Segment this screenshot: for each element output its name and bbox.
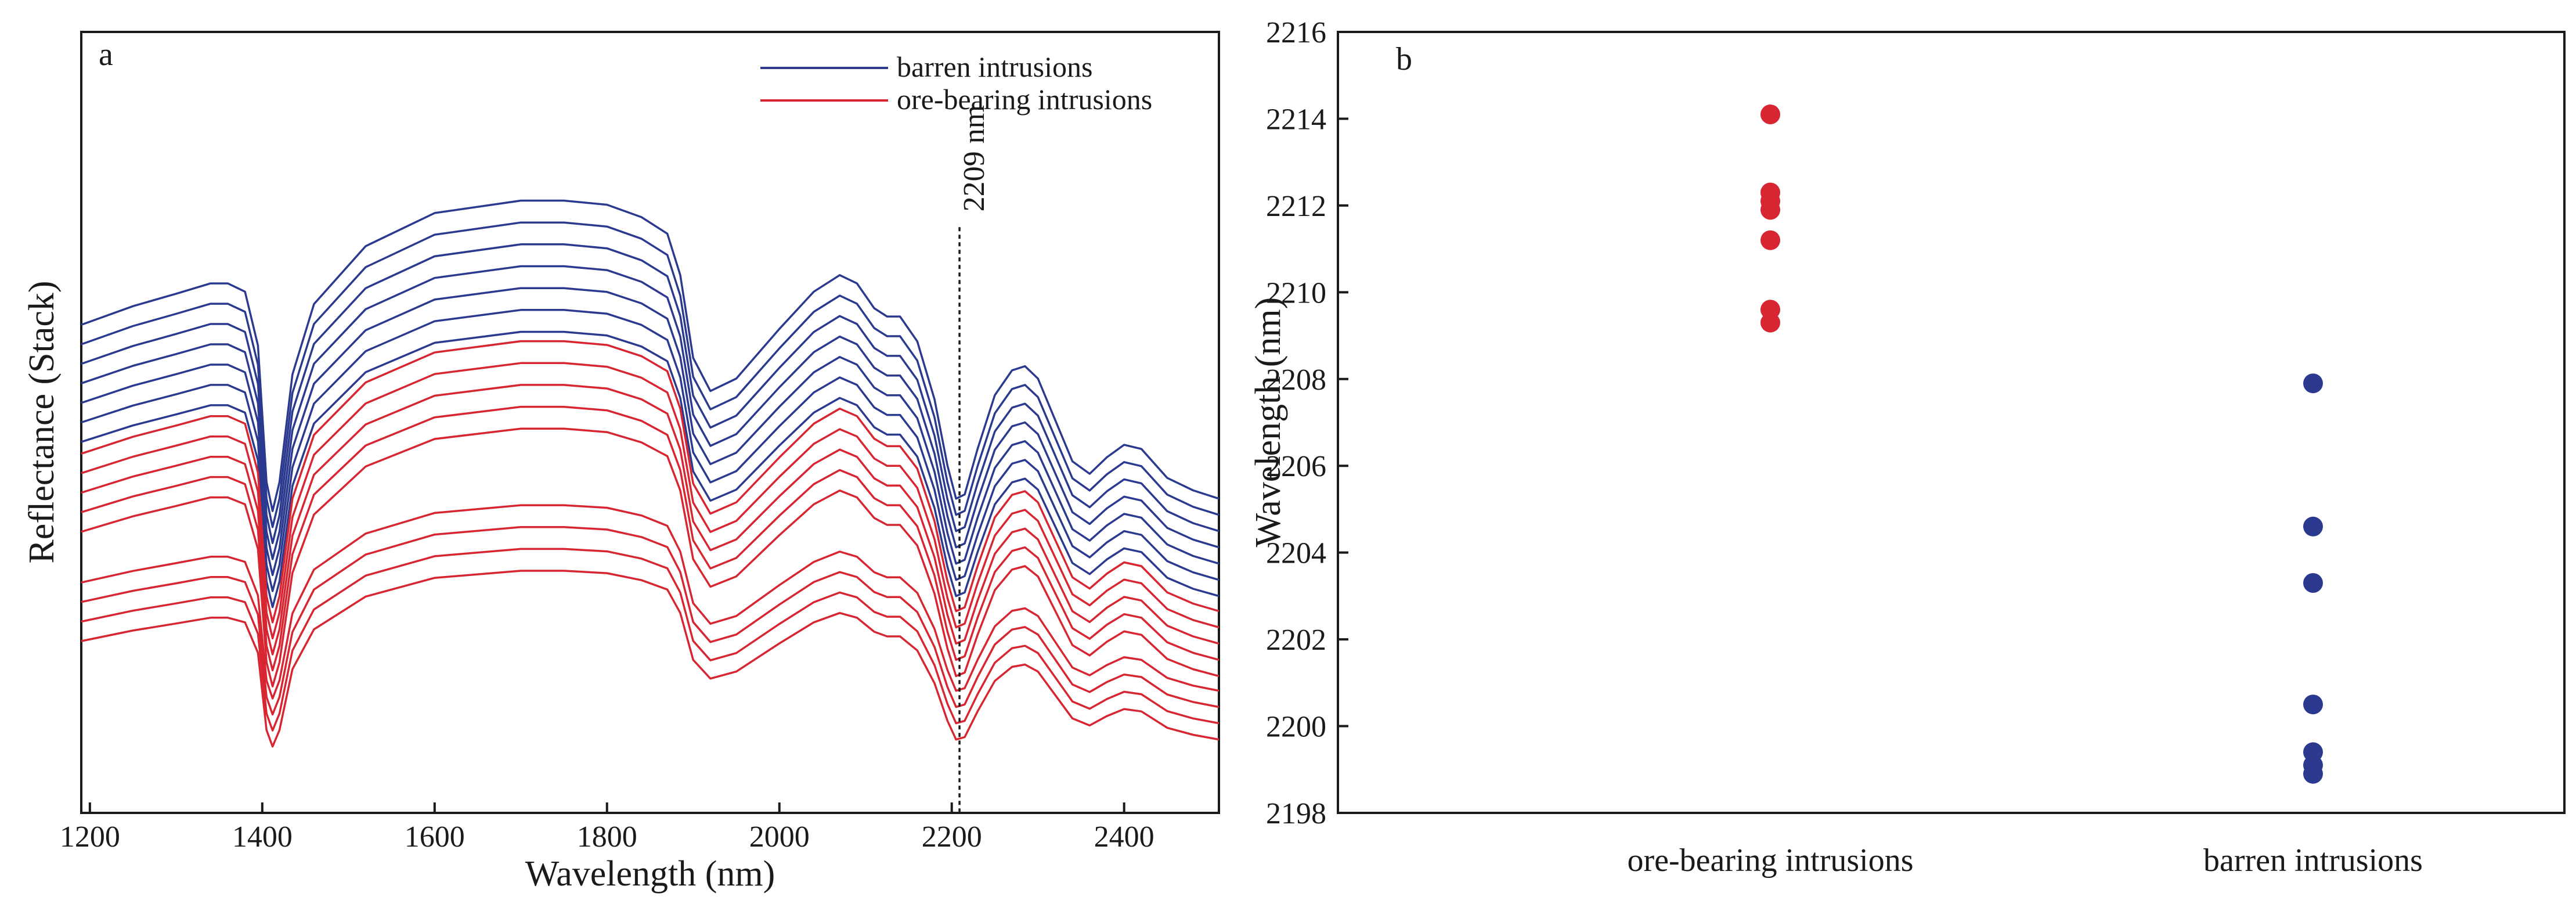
spectrum-line-ore-14: [81, 525, 1220, 716]
scatter-point-ore-5: [1760, 230, 1780, 250]
spectrum-line-ore-12: [81, 427, 1220, 687]
y-tick-label-2206: 2206: [1266, 450, 1326, 483]
panel-a-y-axis-label: Reflectance (Stack): [22, 280, 62, 563]
panel-a-legend: barren intrusions ore-bearing intrusions: [760, 51, 1152, 116]
spectrum-line-ore-11: [81, 405, 1220, 672]
panel-b-y-axis-ticks: 2198 2200 2202 2204 2206 2208 2210 2212 2214 2216: [1266, 16, 1348, 830]
spectrum-line-barren-2: [81, 221, 1220, 528]
x-tick-label-2000: 2000: [749, 820, 810, 854]
y-tick-label-2200: 2200: [1266, 711, 1326, 744]
x-tick-label-1400: 1400: [232, 820, 293, 854]
x-tick-label-1200: 1200: [60, 820, 120, 854]
y-tick-label-2204: 2204: [1266, 537, 1326, 570]
spectrum-line-ore-13: [81, 504, 1220, 700]
panel-a-spectra-chart: a 2209 nm 1200 1400 1600 1800 2000 2200 2400 W…: [22, 31, 1220, 894]
y-tick-label-2198: 2198: [1266, 797, 1326, 830]
y-tick-label-2202: 2202: [1266, 624, 1326, 657]
spectrum-line-barren-3: [81, 243, 1220, 545]
panel-a-series-group: [81, 199, 1220, 748]
scatter-point-barren-3: [2303, 573, 2323, 593]
scatter-point-barren-2: [2303, 516, 2323, 537]
y-tick-label-2216: 2216: [1266, 16, 1326, 49]
spectrum-line-ore-16: [81, 570, 1220, 748]
y-tick-label-2214: 2214: [1266, 103, 1326, 136]
scatter-point-barren-4: [2303, 694, 2323, 715]
x-tick-label-2400: 2400: [1094, 820, 1154, 854]
spectrum-line-ore-9: [81, 362, 1220, 640]
y-tick-label-2208: 2208: [1266, 363, 1326, 397]
scatter-point-ore-7: [1760, 312, 1780, 333]
panel-a-x-axis-label: Wavelength (nm): [525, 854, 775, 894]
y-tick-label-2210: 2210: [1266, 276, 1326, 309]
spectrum-line-barren-1: [81, 199, 1220, 512]
scatter-point-barren-1: [2303, 373, 2323, 394]
panel-a-letter: a: [99, 37, 113, 73]
panel-b-category-label-ore: ore-bearing intrusions: [1628, 843, 1914, 879]
panel-a-x-axis-ticks: 1200 1400 1600 1800 2000 2200 2400: [60, 802, 1154, 854]
spectrum-line-ore-15: [81, 548, 1220, 732]
panel-b-y-axis-label: Wavelength (nm): [1249, 297, 1288, 548]
panel-b-category-label-barren: barren intrusions: [2203, 843, 2423, 879]
legend-label-barren: barren intrusions: [897, 51, 1092, 83]
spectrum-line-ore-8: [81, 340, 1220, 624]
spectrum-line-barren-5: [81, 287, 1220, 577]
x-tick-label-2200: 2200: [922, 820, 982, 854]
x-tick-label-1800: 1800: [577, 820, 637, 854]
spectrum-line-barren-6: [81, 309, 1220, 592]
y-tick-label-2212: 2212: [1266, 190, 1326, 223]
panel-b-scatter-chart: b 2198 2200 2202 2204 2206 2208 2210 2212 2214 22…: [1249, 16, 2566, 879]
annotation-label-2209: 2209 nm: [958, 105, 991, 211]
spectrum-line-ore-10: [81, 384, 1220, 656]
scatter-point-ore-1: [1760, 105, 1780, 124]
scatter-point-ore-4: [1760, 200, 1780, 220]
panel-b-letter: b: [1396, 41, 1412, 77]
x-tick-label-1600: 1600: [405, 820, 465, 854]
spectrum-line-barren-7: [81, 330, 1220, 609]
spectrum-line-barren-4: [81, 265, 1220, 560]
panel-b-frame: [1337, 31, 2566, 814]
legend-label-ore: ore-bearing intrusions: [897, 83, 1152, 116]
scatter-point-barren-7: [2303, 764, 2323, 784]
panel-b-points-group: [1760, 105, 2323, 784]
